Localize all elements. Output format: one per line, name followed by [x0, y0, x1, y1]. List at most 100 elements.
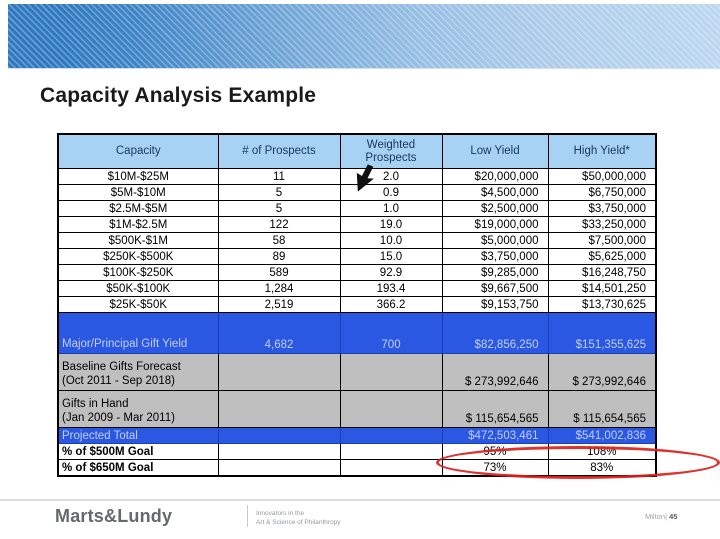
capacity-cell: $5M-$10M [57, 184, 219, 201]
highlight-ellipse [436, 446, 720, 479]
low-yield-cell: $20,000,000 [441, 168, 549, 185]
weighted-cell: 10.0 [339, 232, 443, 249]
table-row: $50K-$100K 1,284 193.4 $9,667,500 $14,50… [57, 280, 657, 297]
prospects-cell: 1,284 [217, 280, 341, 297]
logo-divider [247, 505, 248, 527]
weighted-cell: 15.0 [339, 248, 443, 265]
prospects-cell: 2,519 [217, 296, 341, 313]
high-yield-cell: $50,000,000 [547, 168, 657, 185]
low-yield-cell: $19,000,000 [441, 216, 549, 233]
capacity-cell: $100K-$250K [57, 264, 219, 281]
gifts-in-hand-row: Gifts in Hand (Jan 2009 - Mar 2011) $ 11… [57, 390, 657, 428]
empty-cell [217, 459, 341, 477]
projected-total-row: Projected Total $472,503,461 $541,002,83… [57, 427, 657, 444]
high-yield-cell: $6,750,000 [547, 184, 657, 201]
prospects-cell: 589 [217, 264, 341, 281]
low-yield-cell: $2,500,000 [441, 200, 549, 217]
capacity-cell: $10M-$25M [57, 168, 219, 185]
row-label-line2: (Jan 2009 - Mar 2011) [62, 412, 175, 424]
high-yield-cell: $ 115,654,565 [547, 390, 657, 428]
high-yield-cell: $3,750,000 [547, 200, 657, 217]
empty-cell [339, 443, 443, 460]
empty-cell [339, 427, 443, 444]
high-yield-cell: $ 273,992,646 [547, 353, 657, 391]
prospects-cell: 89 [217, 248, 341, 265]
row-label-line1: Gifts in Hand [62, 398, 129, 410]
capacity-cell: $500K-$1M [57, 232, 219, 249]
row-label: Gifts in Hand (Jan 2009 - Mar 2011) [57, 390, 219, 428]
low-yield-cell: $5,000,000 [441, 232, 549, 249]
row-label-line2: (Oct 2011 - Sep 2018) [62, 375, 175, 387]
high-yield-cell: $16,248,750 [547, 264, 657, 281]
capacity-cell: $250K-$500K [57, 248, 219, 265]
empty-cell [217, 427, 341, 444]
capacity-cell: $25K-$50K [57, 296, 219, 313]
high-yield-cell: $14,501,250 [547, 280, 657, 297]
weighted-cell: 1.0 [339, 200, 443, 217]
marts-lundy-logo: Marts&Lundy [55, 506, 173, 526]
table-row: $250K-$500K 89 15.0 $3,750,000 $5,625,00… [57, 248, 657, 265]
column-header-prospects: # of Prospects [217, 133, 341, 169]
low-yield-cell: $3,750,000 [441, 248, 549, 265]
column-header-capacity: Capacity [57, 133, 219, 169]
page-label: Milton| [645, 512, 667, 521]
prospects-cell: 4,682 [217, 312, 341, 354]
low-yield-cell: $ 115,654,565 [441, 390, 549, 428]
high-yield-cell: $5,625,000 [547, 248, 657, 265]
table-row: $25K-$50K 2,519 366.2 $9,153,750 $13,730… [57, 296, 657, 313]
empty-cell [339, 390, 443, 428]
low-yield-cell: $472,503,461 [441, 427, 549, 444]
weighted-cell: 700 [339, 312, 443, 354]
weighted-cell: 193.4 [339, 280, 443, 297]
table-row: $2.5M-$5M 5 1.0 $2,500,000 $3,750,000 [57, 200, 657, 217]
high-yield-cell: $541,002,836 [547, 427, 657, 444]
high-yield-cell: $33,250,000 [547, 216, 657, 233]
page-number: 45 [669, 512, 678, 521]
capacity-cell: $2.5M-$5M [57, 200, 219, 217]
weighted-cell: 92.9 [339, 264, 443, 281]
high-yield-cell: $13,730,625 [547, 296, 657, 313]
weighted-cell: 366.2 [339, 296, 443, 313]
prospects-cell: 122 [217, 216, 341, 233]
table-row: $1M-$2.5M 122 19.0 $19,000,000 $33,250,0… [57, 216, 657, 233]
empty-cell [339, 353, 443, 391]
column-header-high-yield: High Yield* [547, 133, 657, 169]
footer-divider [0, 499, 720, 501]
row-label: % of $500M Goal [57, 443, 219, 460]
table-row: $10M-$25M 11 2.0 $20,000,000 $50,000,000 [57, 168, 657, 185]
row-label: Major/Principal Gift Yield [57, 312, 219, 354]
empty-cell [217, 353, 341, 391]
low-yield-cell: $ 273,992,646 [441, 353, 549, 391]
table-row: $100K-$250K 589 92.9 $9,285,000 $16,248,… [57, 264, 657, 281]
tagline-line2: Art & Science of Philanthropy [256, 519, 341, 526]
baseline-forecast-row: Baseline Gifts Forecast (Oct 2011 - Sep … [57, 353, 657, 391]
major-gift-yield-row: Major/Principal Gift Yield 4,682 700 $82… [57, 312, 657, 354]
capacity-cell: $1M-$2.5M [57, 216, 219, 233]
column-header-low-yield: Low Yield [441, 133, 549, 169]
empty-cell [339, 459, 443, 477]
low-yield-cell: $9,667,500 [441, 280, 549, 297]
capacity-cell: $50K-$100K [57, 280, 219, 297]
arrow-icon [356, 164, 374, 192]
prospects-cell: 11 [217, 168, 341, 185]
low-yield-cell: $4,500,000 [441, 184, 549, 201]
row-label: Baseline Gifts Forecast (Oct 2011 - Sep … [57, 353, 219, 391]
row-label: Projected Total [57, 427, 219, 444]
table-row: $500K-$1M 58 10.0 $5,000,000 $7,500,000 [57, 232, 657, 249]
slide-title: Capacity Analysis Example [40, 84, 317, 107]
empty-cell [217, 390, 341, 428]
low-yield-cell: $82,856,250 [441, 312, 549, 354]
top-banner [8, 4, 720, 69]
tagline-line1: Innovators in the [256, 510, 305, 517]
prospects-cell: 58 [217, 232, 341, 249]
prospects-cell: 5 [217, 184, 341, 201]
page-info: Milton| 45 [645, 512, 677, 521]
high-yield-cell: $7,500,000 [547, 232, 657, 249]
row-label-line1: Baseline Gifts Forecast [62, 361, 181, 373]
prospects-cell: 5 [217, 200, 341, 217]
high-yield-cell: $151,355,625 [547, 312, 657, 354]
logo-tagline: Innovators in the Art & Science of Phila… [256, 509, 341, 527]
weighted-cell: 19.0 [339, 216, 443, 233]
low-yield-cell: $9,285,000 [441, 264, 549, 281]
